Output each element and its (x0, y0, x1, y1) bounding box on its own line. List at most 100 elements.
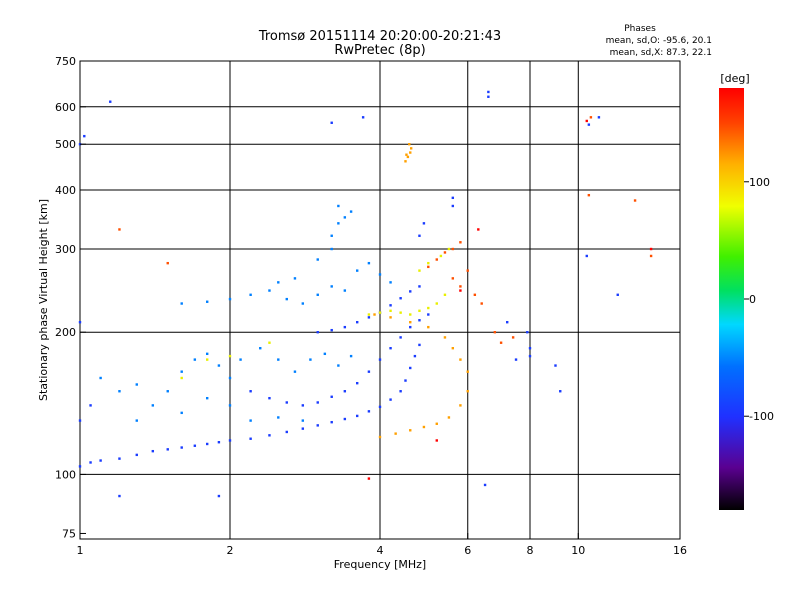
x-axis-ticks: 1 2 4 6 8 10 16 (77, 533, 687, 557)
data-point (316, 331, 319, 334)
data-point (413, 354, 417, 358)
data-points (78, 90, 653, 498)
data-point (435, 302, 438, 305)
data-point (409, 320, 412, 324)
data-point (483, 483, 487, 487)
x-axis-label: Frequency [MHz] (334, 558, 426, 571)
data-point (418, 285, 421, 288)
data-point (443, 251, 447, 254)
data-point (301, 302, 305, 305)
data-point (337, 204, 340, 208)
data-point (330, 395, 333, 398)
x-tick-label: 4 (377, 544, 384, 557)
data-point (480, 302, 483, 305)
data-point (427, 306, 430, 310)
data-point (367, 316, 371, 319)
data-point (435, 422, 438, 425)
data-point (99, 376, 102, 380)
data-point (389, 316, 392, 319)
data-point (309, 358, 312, 361)
data-point (205, 300, 209, 303)
data-point (268, 396, 271, 400)
data-point (180, 376, 183, 380)
data-point (447, 416, 451, 419)
data-point (409, 325, 412, 329)
data-point (180, 411, 183, 415)
colorbar-ticks: 100 0 -100 (744, 176, 774, 423)
data-point (99, 459, 102, 462)
data-point (301, 404, 305, 407)
grid-lines (80, 61, 680, 539)
data-point (285, 430, 288, 434)
data-point (466, 269, 469, 272)
data-point (589, 116, 593, 119)
phases-title: Phases (624, 24, 656, 34)
data-point (228, 439, 232, 442)
data-point (249, 437, 252, 440)
data-point (343, 289, 347, 292)
data-point (505, 320, 509, 324)
data-point (135, 383, 138, 386)
data-point (330, 285, 333, 288)
data-point (330, 121, 333, 124)
data-point (477, 228, 480, 231)
data-point (378, 358, 382, 361)
data-point (193, 358, 197, 361)
data-point (205, 352, 209, 356)
data-point (330, 234, 333, 237)
data-point (249, 419, 252, 422)
data-point (355, 414, 359, 418)
data-point (405, 153, 408, 156)
data-point (409, 366, 412, 370)
data-point (451, 204, 455, 208)
data-point (355, 381, 359, 385)
data-point (528, 354, 532, 358)
data-point (293, 277, 297, 280)
data-point (78, 419, 82, 422)
data-point (330, 247, 333, 251)
data-point (409, 147, 413, 150)
data-point (528, 346, 532, 350)
data-point (228, 354, 232, 358)
data-point (443, 336, 447, 339)
data-point (330, 420, 333, 424)
data-point (180, 370, 183, 373)
y-axis-ticks: 75 100 200 300 400 500 600 750 (55, 55, 86, 540)
data-point (587, 193, 591, 197)
y-tick-label: 500 (55, 138, 76, 151)
y-tick-label: 100 (55, 468, 76, 481)
colorbar (719, 88, 744, 510)
data-point (355, 320, 359, 324)
data-point (409, 151, 412, 154)
data-point (316, 293, 319, 296)
data-point (343, 417, 347, 421)
data-point (378, 435, 382, 439)
data-point (367, 370, 371, 373)
data-point (135, 419, 138, 422)
colorbar-tick-label: 100 (749, 176, 770, 189)
data-point (418, 343, 421, 347)
data-point (585, 119, 588, 123)
data-point (180, 302, 183, 305)
data-point (285, 297, 288, 301)
data-point (408, 142, 411, 146)
data-point (301, 419, 305, 422)
data-point (367, 313, 371, 316)
data-point (451, 196, 455, 200)
data-point (514, 358, 518, 361)
data-point (427, 325, 430, 329)
data-point (259, 346, 262, 350)
data-point (459, 404, 462, 407)
data-point (205, 396, 209, 400)
data-point (285, 401, 288, 404)
data-point (451, 277, 455, 280)
data-point (526, 331, 529, 334)
y-tick-label: 200 (55, 326, 76, 339)
data-point (349, 210, 353, 213)
data-point (585, 254, 588, 258)
data-point (373, 313, 376, 316)
data-point (205, 442, 209, 446)
data-point (337, 222, 340, 225)
data-point (394, 432, 397, 435)
